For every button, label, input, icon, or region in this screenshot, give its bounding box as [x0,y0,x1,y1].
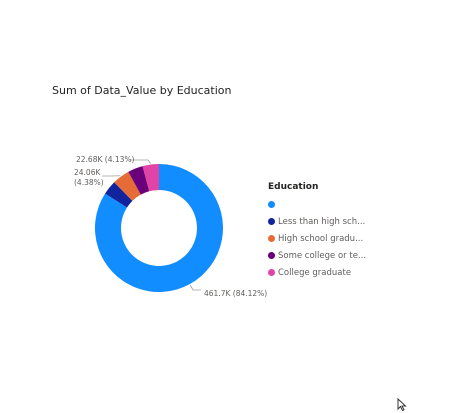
legend-title: Education [268,182,319,192]
legend-color-marker [268,218,275,225]
data-label-high-school-percent: (4.38%) [74,178,104,187]
legend-color-marker [268,252,275,259]
legend-item-label: College graduate [278,267,352,278]
data-label-largest-slice: 461.7K (84.12%) [204,289,267,298]
legend-item-label: High school gradu... [278,233,364,244]
legend-item-2[interactable]: Less than high sch... [268,213,368,230]
donut-slice-3[interactable] [114,171,141,201]
legend-item-4[interactable]: Some college or te... [268,247,368,264]
leader-line-college-graduate [130,159,151,164]
legend-color-marker [268,201,275,208]
donut-slices [94,164,223,292]
donut-slice-2[interactable] [105,182,133,208]
data-label-college-graduate: 22.68K (4.13%) [76,155,135,164]
label-leader-lines [102,159,201,291]
chart-title: Sum of Data_Value by Education [52,84,232,97]
donut-slice-5[interactable] [142,164,159,192]
legend-color-marker [268,269,275,276]
data-label-high-school-value: 24.06K [74,168,101,177]
leader-line-largest [189,284,201,291]
donut-slice-1[interactable] [94,164,223,292]
legend-items: Less than high sch... High school gradu..… [268,196,368,281]
legend-item-1[interactable] [268,196,368,213]
legend-item-3[interactable]: High school gradu... [268,230,368,247]
mouse-cursor-icon [397,398,407,412]
chart-legend: Education Less than high sch... High scho… [268,182,368,281]
donut-slice-4[interactable] [128,166,150,195]
legend-color-marker [268,235,275,242]
legend-item-label: Less than high sch... [278,216,366,227]
legend-item-label: Some college or te... [278,250,367,261]
legend-item-5[interactable]: College graduate [268,264,368,281]
